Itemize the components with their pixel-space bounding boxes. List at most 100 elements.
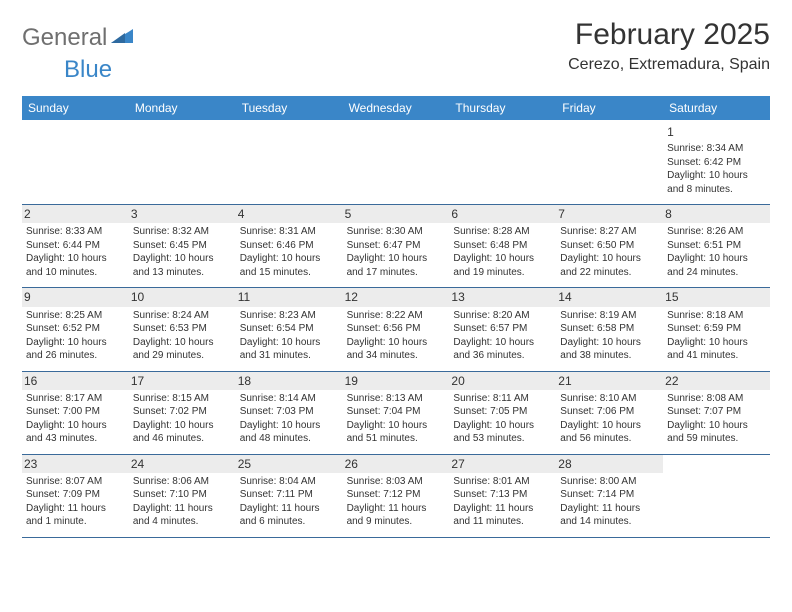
calendar-cell: 22 Sunrise: 8:08 AMSunset: 7:07 PMDayligh…: [663, 372, 770, 454]
calendar-cell: 26 Sunrise: 8:03 AMSunset: 7:12 PMDayligh…: [343, 455, 450, 537]
day-number: 3: [129, 205, 236, 223]
sunrise-text: Sunrise: 8:24 AM: [133, 309, 232, 323]
sunrise-text: Sunrise: 8:03 AM: [347, 475, 446, 489]
sunset-text: Sunset: 6:54 PM: [240, 322, 339, 336]
calendar-cell: 14Sunrise: 8:19 AMSunset: 6:58 PMDayligh…: [556, 288, 663, 370]
day-number: 16: [22, 372, 129, 390]
day-number: 2: [22, 205, 129, 223]
calendar-cell: 21Sunrise: 8:10 AMSunset: 7:06 PMDayligh…: [556, 372, 663, 454]
day-number: 21: [556, 372, 663, 390]
calendar-cell-empty: [449, 120, 556, 204]
calendar-cell: 24Sunrise: 8:06 AMSunset: 7:10 PMDayligh…: [129, 455, 236, 537]
day-number: 8: [663, 205, 770, 223]
calendar-cell: 7Sunrise: 8:27 AMSunset: 6:50 PMDaylight…: [556, 205, 663, 287]
calendar-cell-empty: [129, 120, 236, 204]
sunrise-text: Sunrise: 8:20 AM: [453, 309, 552, 323]
sunset-text: Sunset: 7:07 PM: [667, 405, 766, 419]
calendar-cell: 15Sunrise: 8:18 AMSunset: 6:59 PMDayligh…: [663, 288, 770, 370]
sunrise-text: Sunrise: 8:13 AM: [347, 392, 446, 406]
daylight-text: Daylight: 10 hours and 43 minutes.: [26, 419, 125, 446]
sunset-text: Sunset: 6:47 PM: [347, 239, 446, 253]
calendar-cell: 12Sunrise: 8:22 AMSunset: 6:56 PMDayligh…: [343, 288, 450, 370]
sunset-text: Sunset: 6:58 PM: [560, 322, 659, 336]
daylight-text: Daylight: 10 hours and 22 minutes.: [560, 252, 659, 279]
sunset-text: Sunset: 7:05 PM: [453, 405, 552, 419]
calendar-cell: 19Sunrise: 8:13 AMSunset: 7:04 PMDayligh…: [343, 372, 450, 454]
dayhead-wed: Wednesday: [343, 96, 450, 120]
calendar-week: 1Sunrise: 8:34 AMSunset: 6:42 PMDaylight…: [22, 120, 770, 205]
sunset-text: Sunset: 7:10 PM: [133, 488, 232, 502]
dayhead-mon: Monday: [129, 96, 236, 120]
calendar-cell: 8Sunrise: 8:26 AMSunset: 6:51 PMDaylight…: [663, 205, 770, 287]
daylight-text: Daylight: 11 hours and 6 minutes.: [240, 502, 339, 529]
daylight-text: Daylight: 10 hours and 41 minutes.: [667, 336, 766, 363]
dayhead-tue: Tuesday: [236, 96, 343, 120]
day-number: 10: [129, 288, 236, 306]
sunset-text: Sunset: 6:45 PM: [133, 239, 232, 253]
day-number: 1: [667, 124, 766, 140]
sunset-text: Sunset: 7:12 PM: [347, 488, 446, 502]
sunrise-text: Sunrise: 8:26 AM: [667, 225, 766, 239]
day-number: 19: [343, 372, 450, 390]
calendar-cell-empty: [556, 120, 663, 204]
daylight-text: Daylight: 10 hours and 46 minutes.: [133, 419, 232, 446]
daylight-text: Daylight: 10 hours and 51 minutes.: [347, 419, 446, 446]
daylight-text: Daylight: 10 hours and 59 minutes.: [667, 419, 766, 446]
sunrise-text: Sunrise: 8:27 AM: [560, 225, 659, 239]
daylight-text: Daylight: 10 hours and 13 minutes.: [133, 252, 232, 279]
day-number: 26: [343, 455, 450, 473]
day-number: 13: [449, 288, 556, 306]
sunrise-text: Sunrise: 8:00 AM: [560, 475, 659, 489]
daylight-text: Daylight: 10 hours and 56 minutes.: [560, 419, 659, 446]
dayhead-sat: Saturday: [663, 96, 770, 120]
calendar-cell: 3Sunrise: 8:32 AMSunset: 6:45 PMDaylight…: [129, 205, 236, 287]
day-number: 25: [236, 455, 343, 473]
day-number: 4: [236, 205, 343, 223]
sunset-text: Sunset: 6:57 PM: [453, 322, 552, 336]
daylight-text: Daylight: 11 hours and 14 minutes.: [560, 502, 659, 529]
daylight-text: Daylight: 11 hours and 4 minutes.: [133, 502, 232, 529]
calendar-cell: 13Sunrise: 8:20 AMSunset: 6:57 PMDayligh…: [449, 288, 556, 370]
day-number: 7: [556, 205, 663, 223]
sunset-text: Sunset: 7:09 PM: [26, 488, 125, 502]
daylight-text: Daylight: 10 hours and 19 minutes.: [453, 252, 552, 279]
daylight-text: Daylight: 10 hours and 31 minutes.: [240, 336, 339, 363]
dayhead-fri: Friday: [556, 96, 663, 120]
calendar-cell: 28Sunrise: 8:00 AMSunset: 7:14 PMDayligh…: [556, 455, 663, 537]
calendar-cell: 11Sunrise: 8:23 AMSunset: 6:54 PMDayligh…: [236, 288, 343, 370]
daylight-text: Daylight: 10 hours and 48 minutes.: [240, 419, 339, 446]
sunset-text: Sunset: 6:48 PM: [453, 239, 552, 253]
sunrise-text: Sunrise: 8:22 AM: [347, 309, 446, 323]
sunrise-text: Sunrise: 8:07 AM: [26, 475, 125, 489]
sunrise-text: Sunrise: 8:08 AM: [667, 392, 766, 406]
daylight-text: Daylight: 10 hours and 29 minutes.: [133, 336, 232, 363]
sunrise-text: Sunrise: 8:14 AM: [240, 392, 339, 406]
day-number: 12: [343, 288, 450, 306]
sunrise-text: Sunrise: 8:01 AM: [453, 475, 552, 489]
day-number: 22: [663, 372, 770, 390]
calendar-cell: 9Sunrise: 8:25 AMSunset: 6:52 PMDaylight…: [22, 288, 129, 370]
sunset-text: Sunset: 6:51 PM: [667, 239, 766, 253]
sunrise-text: Sunrise: 8:10 AM: [560, 392, 659, 406]
daylight-text: Daylight: 10 hours and 17 minutes.: [347, 252, 446, 279]
sunset-text: Sunset: 6:44 PM: [26, 239, 125, 253]
sunset-text: Sunset: 7:03 PM: [240, 405, 339, 419]
dayhead-thu: Thursday: [449, 96, 556, 120]
daylight-text: Daylight: 11 hours and 9 minutes.: [347, 502, 446, 529]
sunrise-text: Sunrise: 8:17 AM: [26, 392, 125, 406]
sunrise-text: Sunrise: 8:28 AM: [453, 225, 552, 239]
calendar-week: 16Sunrise: 8:17 AMSunset: 7:00 PMDayligh…: [22, 372, 770, 455]
daylight-text: Daylight: 10 hours and 38 minutes.: [560, 336, 659, 363]
day-number: 20: [449, 372, 556, 390]
sunrise-text: Sunrise: 8:15 AM: [133, 392, 232, 406]
daylight-text: Daylight: 10 hours and 15 minutes.: [240, 252, 339, 279]
daylight-text: Daylight: 10 hours and 10 minutes.: [26, 252, 125, 279]
calendar-cell: 1Sunrise: 8:34 AMSunset: 6:42 PMDaylight…: [663, 120, 770, 204]
daylight-text: Daylight: 11 hours and 1 minute.: [26, 502, 125, 529]
daylight-text: Daylight: 10 hours and 8 minutes.: [667, 169, 766, 196]
sunset-text: Sunset: 7:00 PM: [26, 405, 125, 419]
calendar-week: 2Sunrise: 8:33 AMSunset: 6:44 PMDaylight…: [22, 205, 770, 288]
daylight-text: Daylight: 10 hours and 53 minutes.: [453, 419, 552, 446]
calendar-cell-empty: [663, 455, 770, 537]
calendar-cell: 5Sunrise: 8:30 AMSunset: 6:47 PMDaylight…: [343, 205, 450, 287]
